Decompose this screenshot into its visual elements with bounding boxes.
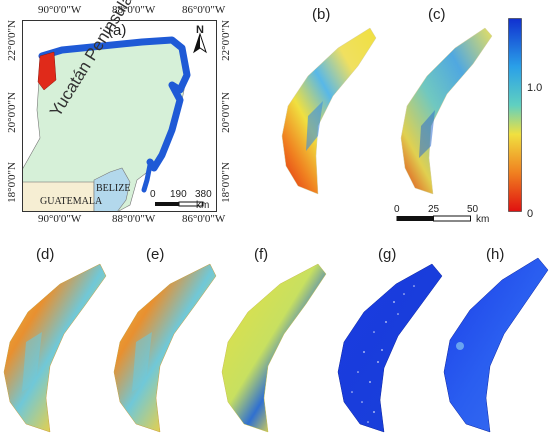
coastal-band-south	[141, 162, 153, 193]
guatemala-region	[22, 181, 95, 212]
study-area-highlight	[37, 51, 57, 91]
right-latitude-label: 18°0'0"N	[220, 162, 232, 203]
location-map	[22, 20, 217, 212]
north-arrow-icon	[193, 32, 207, 54]
bottom-longitude-label: 88°0'0"W	[112, 213, 156, 225]
scalebar-bc-tick: 50	[467, 204, 479, 215]
left-latitude-label: 20°0'0"N	[6, 92, 18, 133]
map-panel-c	[400, 27, 493, 195]
map-scalebar-tick: 380	[195, 189, 212, 200]
right-latitude-label: 22°0'0"N	[220, 20, 232, 61]
north-label: N	[196, 24, 204, 36]
panel-label-d: (d)	[36, 246, 55, 263]
panel-label-g: (g)	[378, 246, 397, 263]
map-panel-d	[3, 263, 107, 433]
belize-region	[93, 167, 131, 212]
colorbar	[508, 18, 522, 212]
map-panel-e	[113, 263, 217, 433]
top-longitude-label: 86°0'0"W	[182, 4, 226, 16]
map-scalebar-tick: 190	[170, 189, 187, 200]
coastal-band	[38, 36, 191, 172]
bottom-longitude-label: 86°0'0"W	[182, 213, 226, 225]
panel-label-b: (b)	[312, 6, 331, 23]
guatemala-label: GUATEMALA	[40, 196, 103, 207]
map-scalebar-unit: km	[196, 200, 210, 211]
scalebar-bc-tick: 25	[428, 204, 440, 215]
map-panel-h	[443, 257, 549, 433]
panel-label-c: (c)	[428, 6, 446, 23]
panel-label-e: (e)	[146, 246, 165, 263]
panel-label-f: (f)	[254, 246, 269, 263]
top-longitude-label: 90°0'0"W	[38, 4, 82, 16]
scalebar-bc-tick: 0	[394, 204, 400, 215]
map-panel-b	[281, 27, 377, 195]
colorbar-min-label: 0	[527, 208, 534, 220]
map-scalebar-tick: 0	[150, 189, 156, 200]
belize-label: BELIZE	[96, 183, 131, 194]
scalebar-bc-unit: km	[476, 214, 490, 225]
colorbar-max-label: 1.0	[527, 82, 543, 94]
location-map-panel: 90°0'0"W 88°0'0"W 86°0'0"W 90°0'0"W 88°0…	[0, 0, 240, 230]
panel-label-h: (h)	[486, 246, 505, 263]
map-scalebar	[155, 201, 204, 207]
left-latitude-label: 18°0'0"N	[6, 162, 18, 203]
left-latitude-label: 22°0'0"N	[6, 20, 18, 61]
right-latitude-label: 20°0'0"N	[220, 92, 232, 133]
top-longitude-label: 88°0'0"W	[112, 4, 156, 16]
scalebar-bc	[396, 215, 471, 222]
panel-label-a: (a)	[108, 22, 127, 39]
map-panel-f	[221, 263, 327, 433]
map-panel-g	[337, 263, 443, 433]
bottom-longitude-label: 90°0'0"W	[38, 213, 82, 225]
